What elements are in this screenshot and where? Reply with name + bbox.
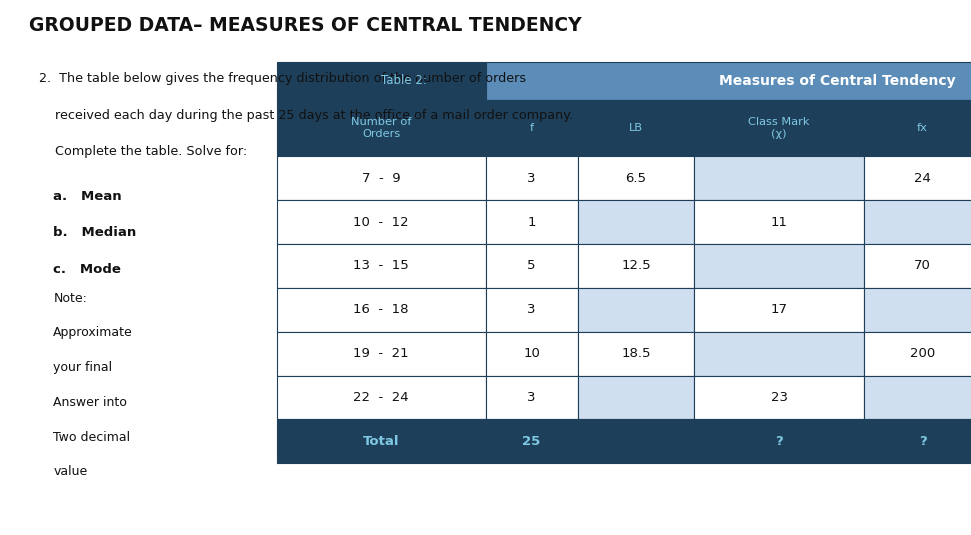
Text: 23: 23 (771, 391, 787, 404)
Text: Number of
Orders: Number of Orders (351, 117, 412, 139)
Text: 1: 1 (527, 216, 536, 228)
Text: 3: 3 (527, 172, 536, 185)
Text: GROUPED DATA– MEASURES OF CENTRAL TENDENCY: GROUPED DATA– MEASURES OF CENTRAL TENDEN… (29, 16, 582, 35)
Bar (694, 332, 864, 376)
Text: 10  -  12: 10 - 12 (353, 216, 409, 228)
Bar (694, 376, 864, 419)
Bar (277, 332, 486, 376)
Bar (578, 332, 694, 376)
Text: c.   Mode: c. Mode (53, 263, 121, 276)
Bar (277, 100, 486, 156)
Text: 200: 200 (910, 347, 935, 360)
Bar (486, 419, 578, 463)
Bar (578, 244, 694, 288)
Bar (277, 62, 486, 100)
Bar (277, 419, 486, 463)
Text: 6.5: 6.5 (625, 172, 647, 185)
Text: 24: 24 (914, 172, 931, 185)
Text: 7  -  9: 7 - 9 (362, 172, 400, 185)
Bar (486, 332, 578, 376)
Bar (864, 156, 971, 200)
Bar (864, 244, 971, 288)
Bar (694, 200, 864, 244)
Text: fx: fx (917, 123, 928, 133)
Text: Table 2:: Table 2: (381, 74, 427, 87)
Bar (486, 156, 578, 200)
Text: 70: 70 (914, 259, 931, 272)
Bar (578, 288, 694, 332)
Text: Total: Total (363, 435, 399, 448)
Bar (694, 419, 864, 463)
Text: Class Mark
(χ): Class Mark (χ) (749, 117, 810, 139)
Text: Answer into: Answer into (53, 396, 127, 409)
Bar (864, 200, 971, 244)
Bar (864, 288, 971, 332)
Bar (277, 288, 486, 332)
Text: 16  -  18: 16 - 18 (353, 303, 409, 316)
Bar (864, 376, 971, 419)
Text: 17: 17 (771, 303, 787, 316)
Bar (864, 332, 971, 376)
Bar (694, 244, 864, 288)
Text: 3: 3 (527, 391, 536, 404)
Bar (277, 376, 486, 419)
Bar (578, 419, 694, 463)
Text: Complete the table. Solve for:: Complete the table. Solve for: (39, 145, 247, 158)
Bar (486, 244, 578, 288)
Bar (578, 100, 694, 156)
Text: 22  -  24: 22 - 24 (353, 391, 409, 404)
Bar (578, 156, 694, 200)
Bar (486, 100, 578, 156)
Bar (578, 376, 694, 419)
Text: Note:: Note: (53, 292, 87, 304)
Bar (694, 288, 864, 332)
Bar (277, 156, 486, 200)
Text: LB: LB (629, 123, 643, 133)
Text: 5: 5 (527, 259, 536, 272)
Text: Approximate: Approximate (53, 326, 133, 339)
Text: received each day during the past 25 days at the office of a mail order company.: received each day during the past 25 day… (39, 109, 573, 121)
Text: your final: your final (53, 361, 113, 374)
Text: 11: 11 (771, 216, 787, 228)
Text: 13  -  15: 13 - 15 (353, 259, 409, 272)
Text: a.   Mean: a. Mean (53, 190, 122, 203)
Bar (277, 244, 486, 288)
Bar (578, 200, 694, 244)
Bar (694, 100, 864, 156)
Text: f: f (529, 123, 534, 133)
Text: ?: ? (776, 435, 783, 448)
Text: 18.5: 18.5 (621, 347, 651, 360)
Bar (486, 288, 578, 332)
Text: b.   Median: b. Median (53, 226, 137, 239)
Bar (864, 100, 971, 156)
Text: Measures of Central Tendency: Measures of Central Tendency (720, 74, 955, 88)
Bar (864, 419, 971, 463)
Bar (694, 156, 864, 200)
Bar (486, 200, 578, 244)
Text: ?: ? (919, 435, 926, 448)
Bar (277, 200, 486, 244)
Text: 2.  The table below gives the frequency distribution of the number of orders: 2. The table below gives the frequency d… (39, 72, 526, 85)
Text: 19  -  21: 19 - 21 (353, 347, 409, 360)
Text: Two decimal: Two decimal (53, 431, 130, 444)
Text: 12.5: 12.5 (621, 259, 651, 272)
Bar (486, 62, 971, 100)
Bar (486, 376, 578, 419)
Text: 10: 10 (523, 347, 540, 360)
Text: value: value (53, 465, 87, 478)
Text: 25: 25 (522, 435, 541, 448)
Text: 3: 3 (527, 303, 536, 316)
